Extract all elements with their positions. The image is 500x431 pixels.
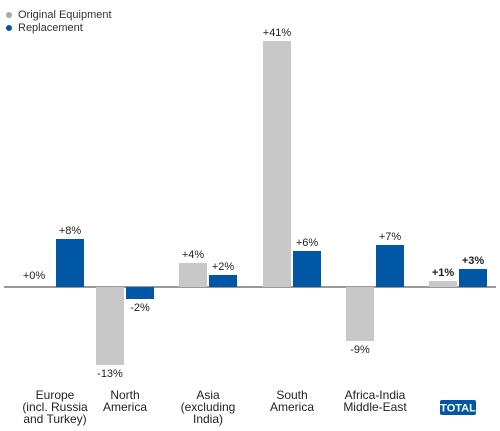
category-total-badge: TOTAL [440,400,476,415]
value-label-replacement-4: +7% [379,231,402,243]
bar-replacement-4 [376,245,404,287]
legend-item-replacement: Replacement [6,21,112,34]
category-label-3-line-1: America [270,400,314,414]
bar-original-equipment-5 [429,281,457,287]
total-badge-background [440,400,476,415]
category-label-0-line-1: (incl. Russia [22,400,88,414]
value-label-original-equipment-3: +41% [263,27,292,39]
legend-item-original-equipment: Original Equipment [6,8,112,21]
bar-original-equipment-2 [179,263,207,287]
category-label-4-line-0: Africa-India [345,388,406,402]
category-label-0-line-2: and Turkey) [23,412,86,426]
category-label-1-line-1: America [103,400,147,414]
value-label-replacement-3: +6% [296,237,319,249]
legend: Original Equipment Replacement [6,8,112,34]
value-label-original-equipment-5: +1% [432,267,455,279]
category-label-0-line-0: Europe [36,388,75,402]
legend-swatch-replacement [6,24,12,31]
value-label-original-equipment-0: +0% [23,270,46,282]
bar-original-equipment-3 [263,41,291,287]
value-label-replacement-2: +2% [212,261,235,273]
legend-swatch-original-equipment [6,11,12,18]
legend-label-original-equipment: Original Equipment [18,8,112,21]
value-label-original-equipment-4: -9% [350,344,370,356]
category-label-2-line-1: (excluding [181,400,236,414]
legend-label-replacement: Replacement [18,21,83,34]
category-label-2-line-2: India) [193,412,223,426]
bar-replacement-2 [209,275,237,287]
value-label-replacement-0: +8% [59,225,82,237]
category-label-2-line-0: Asia [196,388,220,402]
bar-original-equipment-4 [346,287,374,341]
bar-replacement-1 [126,287,154,299]
category-label-4-line-1: Middle-East [343,400,407,414]
bar-replacement-3 [293,251,321,287]
bar-replacement-0 [56,239,84,287]
value-label-original-equipment-2: +4% [182,249,205,261]
bar-original-equipment-1 [96,287,124,365]
value-label-original-equipment-1: -13% [97,368,123,380]
category-label-3-line-0: South [276,388,307,402]
category-label-1-line-0: North [110,388,139,402]
bar-replacement-5 [459,269,487,287]
value-label-replacement-1: -2% [130,302,150,314]
category-label-total: TOTAL [440,403,476,415]
value-label-replacement-5: +3% [462,255,485,267]
